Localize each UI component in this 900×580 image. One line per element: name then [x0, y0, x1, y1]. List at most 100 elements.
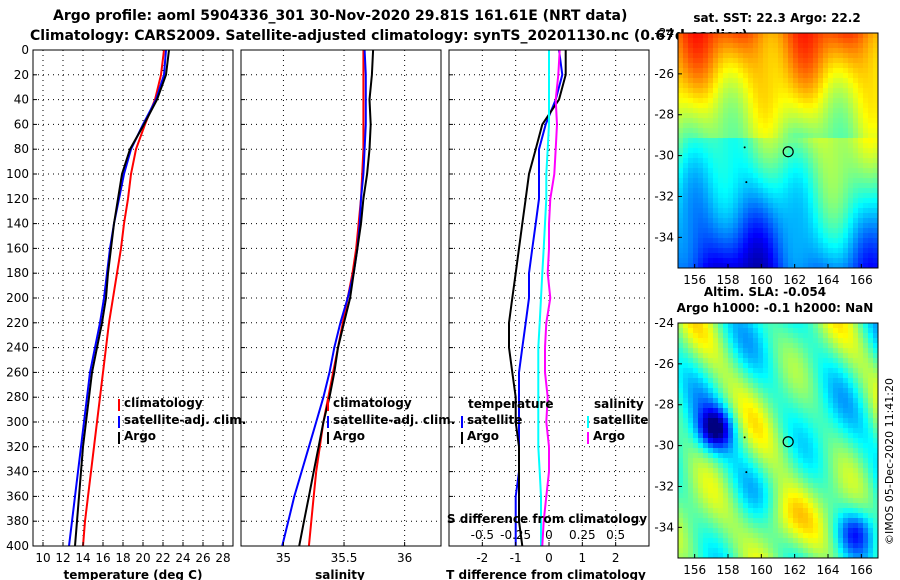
- map-cell: [783, 163, 789, 169]
- map-cell: [783, 483, 789, 489]
- map-cell: [843, 523, 849, 529]
- legend-label-satellite: satellite-adj. clim.: [333, 413, 455, 427]
- map-cell: [833, 58, 839, 64]
- map-cell: [748, 333, 754, 339]
- map-cell: [828, 493, 834, 499]
- map-cell: [788, 218, 794, 224]
- map-cell: [853, 368, 859, 374]
- map-cell: [713, 343, 719, 349]
- map-cell: [818, 183, 824, 189]
- map-cell: [868, 448, 874, 454]
- map-cell: [788, 428, 794, 434]
- map-cell: [728, 103, 734, 109]
- map-cell: [868, 48, 874, 54]
- map-cell: [793, 138, 799, 144]
- map-cell: [843, 228, 849, 234]
- map-cell: [848, 128, 854, 134]
- map-cell: [828, 473, 834, 479]
- map-cell: [843, 123, 849, 129]
- map-cell: [683, 343, 689, 349]
- map-cell: [693, 408, 699, 414]
- map-cell: [853, 158, 859, 164]
- map-cell: [843, 238, 849, 244]
- map-cell: [843, 443, 849, 449]
- map-cell: [728, 33, 734, 39]
- map-cell: [738, 398, 744, 404]
- map-cell: [848, 528, 854, 534]
- map-cell: [778, 553, 784, 559]
- map-cell: [683, 503, 689, 509]
- map-cell: [788, 263, 794, 269]
- map-cell: [728, 218, 734, 224]
- map-cell: [708, 503, 714, 509]
- map-cell: [683, 433, 689, 439]
- lon-tick-label: 160: [750, 563, 773, 577]
- map-cell: [858, 438, 864, 444]
- map-cell: [763, 403, 769, 409]
- map-cell: [728, 338, 734, 344]
- map-cell: [823, 328, 829, 334]
- map-cell: [813, 108, 819, 114]
- map-cell: [838, 363, 844, 369]
- map-cell: [838, 128, 844, 134]
- map-cell: [823, 518, 829, 524]
- map-cell: [763, 98, 769, 104]
- map-cell: [773, 553, 779, 559]
- map-cell: [833, 478, 839, 484]
- map-cell: [738, 513, 744, 519]
- map-cell: [678, 363, 684, 369]
- map-cell: [873, 533, 879, 539]
- map-cell: [808, 38, 814, 44]
- map-cell: [818, 358, 824, 364]
- map-cell: [708, 478, 714, 484]
- map-cell: [858, 353, 864, 359]
- map-cell: [703, 178, 709, 184]
- map-cell: [798, 513, 804, 519]
- x-tick-label: -1: [510, 551, 522, 565]
- map-cell: [823, 358, 829, 364]
- map-cell: [733, 163, 739, 169]
- map-cell: [693, 503, 699, 509]
- map-cell: [698, 348, 704, 354]
- map-cell: [758, 473, 764, 479]
- map-cell: [738, 138, 744, 144]
- map-cell: [868, 73, 874, 79]
- map-cell: [828, 328, 834, 334]
- map-cell: [848, 203, 854, 209]
- map-cell: [843, 233, 849, 239]
- map-cell: [688, 148, 694, 154]
- map-cell: [678, 548, 684, 554]
- map-cell: [703, 88, 709, 94]
- map-cell: [768, 508, 774, 514]
- map-cell: [703, 393, 709, 399]
- map-cell: [823, 198, 829, 204]
- map-cell: [688, 208, 694, 214]
- map-cell: [778, 503, 784, 509]
- map-cell: [703, 168, 709, 174]
- map-cell: [708, 133, 714, 139]
- map-cell: [793, 373, 799, 379]
- map-cell: [688, 323, 694, 329]
- map-cell: [783, 98, 789, 104]
- map-cell: [768, 38, 774, 44]
- map-cell: [773, 223, 779, 229]
- map-cell: [868, 548, 874, 554]
- map-cell: [848, 503, 854, 509]
- map-cell: [788, 538, 794, 544]
- map-cell: [713, 508, 719, 514]
- map-cell: [813, 423, 819, 429]
- map-cell: [758, 163, 764, 169]
- map-cell: [773, 213, 779, 219]
- map-cell: [693, 393, 699, 399]
- map-cell: [693, 143, 699, 149]
- map-cell: [728, 423, 734, 429]
- map-cell: [723, 248, 729, 254]
- map-cell: [823, 83, 829, 89]
- map-cell: [813, 393, 819, 399]
- map-cell: [823, 118, 829, 124]
- map-cell: [738, 128, 744, 134]
- map-cell: [778, 143, 784, 149]
- map-cell: [768, 138, 774, 144]
- map-cell: [868, 478, 874, 484]
- map-cell: [858, 358, 864, 364]
